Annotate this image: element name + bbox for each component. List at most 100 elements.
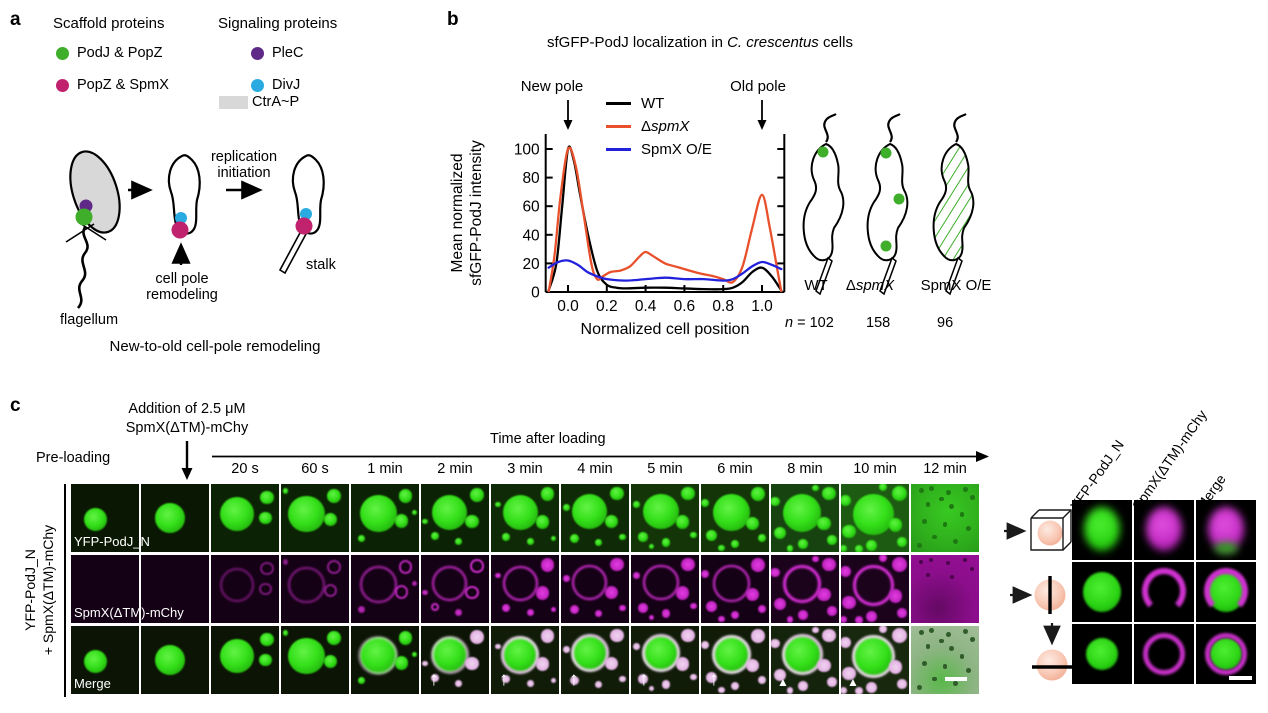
stalked-cell (278, 154, 325, 275)
droplet (527, 538, 534, 546)
micrograph-mchy-5 min (631, 555, 699, 623)
replication-label-2: initiation (217, 165, 270, 181)
droplet (817, 587, 831, 602)
droplet (854, 616, 863, 623)
droplet (641, 634, 680, 673)
white-arrowhead-icon: ▲ (847, 675, 859, 689)
droplet (897, 608, 907, 618)
droplet (892, 628, 907, 643)
droplet (730, 681, 740, 690)
droplet (942, 664, 948, 670)
droplet (359, 494, 397, 532)
droplet (706, 672, 718, 684)
droplet (842, 595, 856, 610)
droplet (681, 628, 695, 643)
droplet (675, 657, 690, 671)
podj-focus-dot (880, 147, 892, 159)
droplet (394, 655, 409, 670)
droplet (946, 561, 951, 566)
micrograph-yfp-20 s (211, 484, 279, 552)
scale-bar (1229, 676, 1252, 680)
droplet (827, 606, 837, 616)
micrograph-mchy-3 min (491, 555, 559, 623)
view-vertical-slice-icon (1010, 576, 1066, 614)
droplet (618, 604, 626, 612)
droplet (942, 522, 948, 528)
droplet (465, 656, 479, 671)
micrograph-yfp-2 min (421, 484, 489, 552)
micrograph-mchy-12 min (911, 555, 979, 623)
montage-row-label-2: Merge (74, 676, 111, 691)
droplet (842, 666, 856, 681)
droplet (827, 535, 837, 545)
droplet (283, 630, 289, 636)
droplet (745, 516, 760, 531)
droplet (604, 514, 619, 529)
droplet (569, 604, 580, 615)
droplet (781, 634, 823, 675)
droplet (681, 486, 695, 501)
droplet (853, 494, 895, 535)
slice-green (1086, 638, 1118, 670)
time-label-12min: 12 min (923, 461, 967, 477)
droplet (431, 565, 468, 602)
micrograph-mchy-pre-loading (71, 555, 139, 623)
droplet (786, 616, 794, 623)
addition-line-1: Addition of 2.5 μM (128, 401, 246, 417)
droplet (929, 486, 934, 492)
recon-vslice-mchy (1134, 562, 1194, 622)
droplet (730, 539, 740, 548)
droplet (501, 603, 511, 613)
time-label-6min: 6 min (717, 461, 753, 477)
droplet (638, 674, 648, 684)
droplet (633, 643, 640, 650)
droplet (358, 535, 366, 542)
legend-item-divj: DivJ (251, 77, 300, 93)
droplet (323, 654, 338, 669)
svg-text:0: 0 (531, 285, 540, 302)
droplet (817, 516, 831, 531)
droplet (798, 539, 808, 549)
droplet (643, 564, 679, 600)
droplet (892, 557, 907, 572)
micrograph-yfp-6 min (701, 484, 769, 552)
svg-text:Normalized cell position: Normalized cell position (581, 321, 750, 338)
svg-text:0.8: 0.8 (712, 298, 734, 315)
micrograph-yfp-10 min (841, 484, 909, 552)
legend-entry-SpmX O/E: SpmX O/E (606, 138, 712, 161)
droplet (853, 565, 895, 606)
droplet (916, 542, 922, 548)
micrograph-yfp-addition (141, 484, 209, 552)
droplet (259, 632, 274, 647)
blob-3d-magenta (1146, 507, 1182, 551)
droplet (219, 567, 254, 602)
droplet (358, 606, 366, 613)
chart-legend: WT ΔspmX SpmX O/E (606, 92, 712, 161)
svg-text:1.0: 1.0 (751, 298, 773, 315)
legend-item-label: PleC (272, 45, 304, 61)
droplet (786, 687, 794, 694)
svg-text:60: 60 (522, 199, 540, 216)
droplet (618, 675, 626, 683)
droplet (422, 518, 428, 525)
time-label-60s: 60 s (301, 461, 329, 477)
droplet (288, 566, 326, 604)
cell-pole-label-1: cell pole (155, 271, 208, 287)
droplet (411, 509, 417, 516)
droplet (495, 572, 501, 579)
droplet (358, 677, 366, 684)
droplet (495, 501, 501, 508)
droplet (758, 676, 767, 685)
view-3d-icon (1004, 509, 1072, 551)
droplet (394, 584, 409, 599)
time-label-5min: 5 min (647, 461, 683, 477)
micrograph-yfp-8 min (771, 484, 839, 552)
micrograph-merge-4 min (561, 626, 629, 694)
droplet (854, 687, 863, 694)
droplet (773, 597, 786, 611)
droplet (604, 656, 619, 671)
wt-cell-label: WT (804, 277, 828, 294)
droplet (952, 539, 958, 545)
micrograph-yfp-4 min (561, 484, 629, 552)
droplet (609, 628, 624, 643)
